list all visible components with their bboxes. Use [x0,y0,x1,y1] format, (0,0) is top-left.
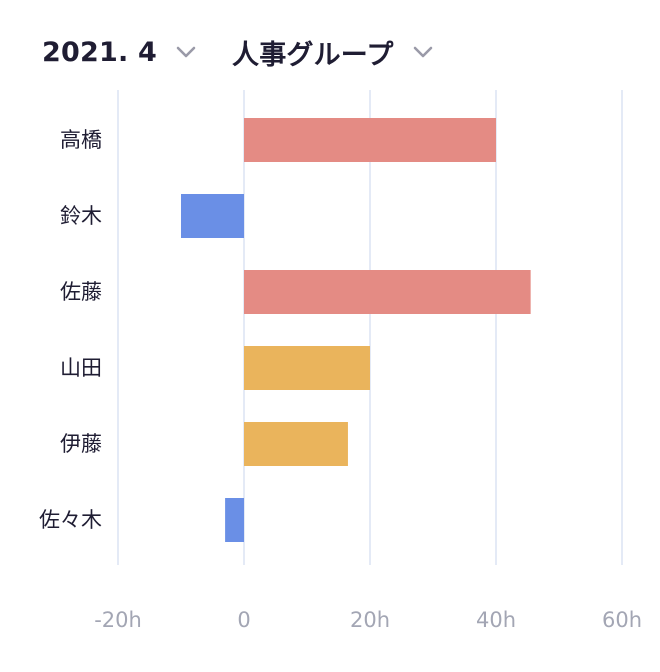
x-tick-label: -20h [94,608,142,632]
category-label: 佐藤 [60,280,102,304]
category-label: 鈴木 [60,204,102,228]
category-label: 高橋 [60,128,102,152]
x-tick-label: 0 [237,608,250,632]
group-selector[interactable]: 人事グループ [232,28,434,76]
category-label: 伊藤 [60,432,102,456]
group-label: 人事グループ [232,39,394,71]
chart-header: 2021. 4 人事グループ [0,28,660,76]
bar [244,118,496,162]
bar [244,422,348,466]
month-selector[interactable]: 2021. 4 [42,28,197,76]
bar [181,194,244,238]
category-label: 佐々木 [39,508,102,532]
chevron-down-icon [413,46,432,58]
category-label: 山田 [60,356,102,380]
bar [244,346,370,390]
bar [244,270,531,314]
x-tick-label: 20h [350,608,390,632]
month-label: 2021. 4 [42,36,157,68]
bar [225,498,244,542]
x-tick-label: 40h [476,608,516,632]
chevron-down-icon [176,46,196,58]
x-tick-label: 60h [602,608,642,632]
